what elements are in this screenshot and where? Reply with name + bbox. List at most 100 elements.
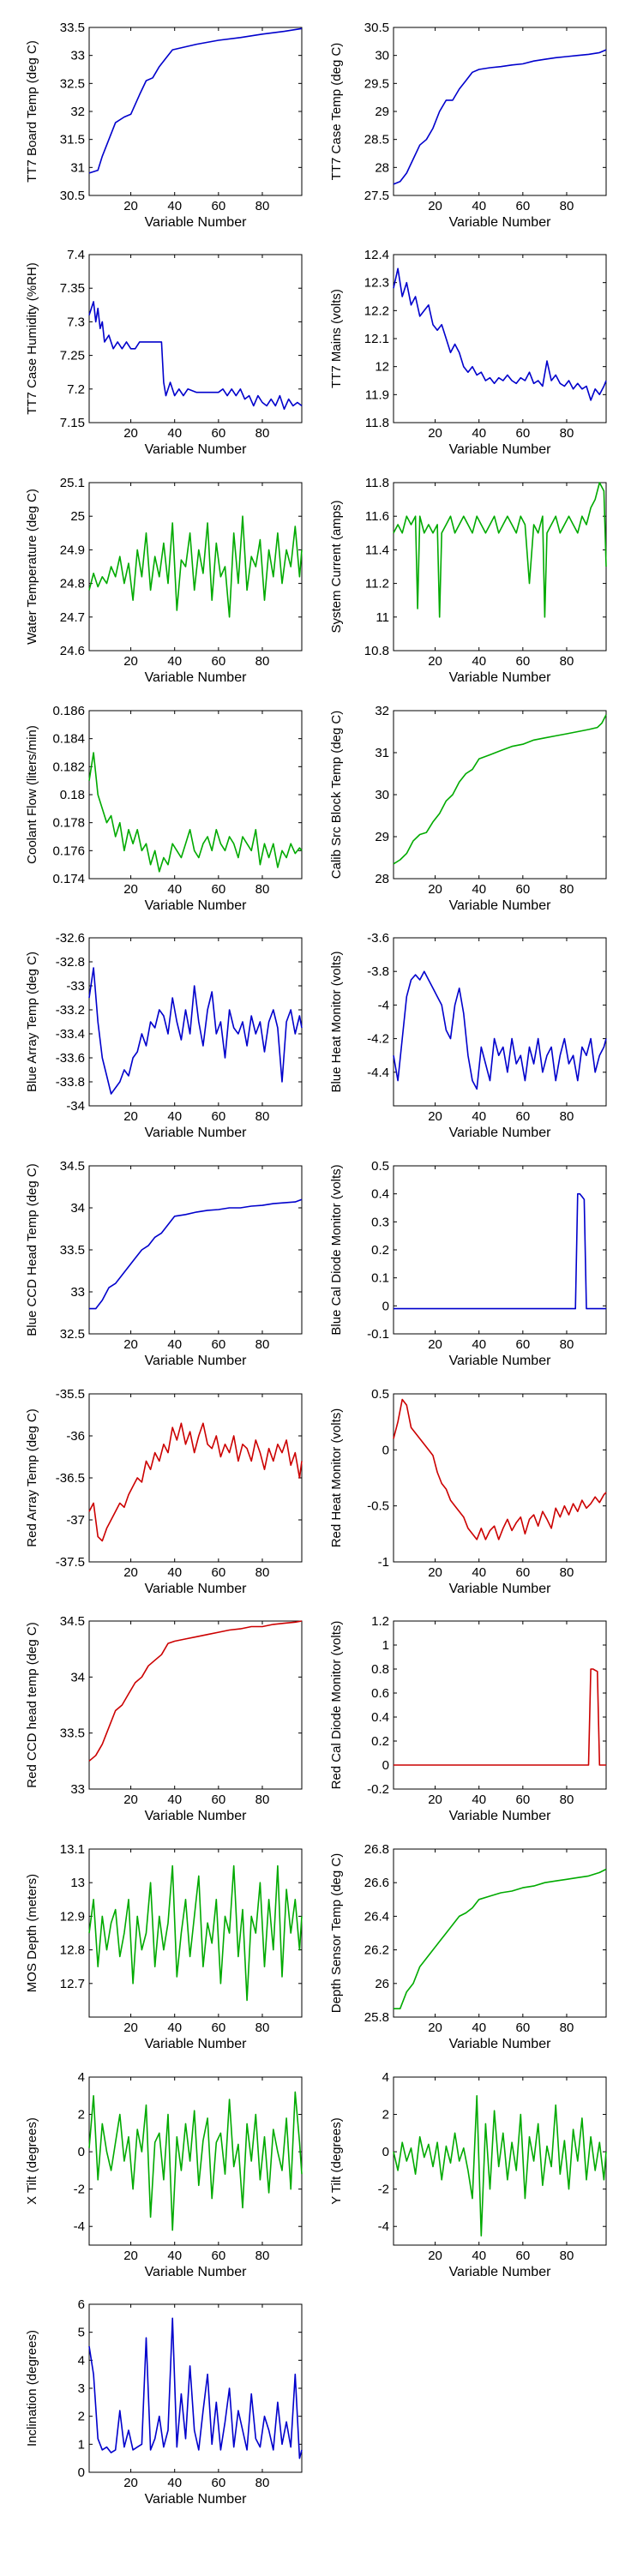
x-axis-label: Variable Number [145,1582,248,1596]
x-tick-label: 20 [428,1792,442,1807]
y-axis-label: Red CCD head temp (deg C) [25,1622,39,1787]
x-tick-label: 60 [516,2021,531,2035]
y-tick-label: 33 [70,1285,85,1300]
chart-panel-20: 20 40 60 80 -4 -2 0 2 4 Variable Number Y Tilt (de… [329,2070,607,2279]
y-tick-label: 31.5 [60,133,85,147]
y-tick-label: -33.8 [56,1075,85,1090]
y-tick-label: 30.5 [60,189,85,203]
y-tick-label: 11.8 [365,476,389,490]
y-tick-label: 25 [70,509,85,524]
x-axis-label: Variable Number [145,898,248,913]
y-tick-label: -2 [378,2183,389,2197]
series-line-1 [393,1398,607,1540]
x-axis-label: Variable Number [449,898,552,913]
x-tick-label: 20 [428,2249,442,2263]
y-tick-label: 12.8 [60,1943,85,1958]
y-tick-label: 33.5 [60,21,85,35]
chart-panel-4: 20 40 60 80 11.8 11.9 12 12.1 12.2 12.3 12.4 Variab… [329,248,607,457]
y-tick-label: 5 [78,2326,85,2340]
y-tick-label: 0.184 [52,732,85,747]
plot-area [393,27,607,196]
plot-area [88,482,303,652]
y-tick-label: 0.1 [371,1271,389,1286]
x-axis-label: Variable Number [145,442,248,457]
y-tick-label: 2 [382,2108,389,2123]
y-axis-label: System Current (amps) [329,500,344,633]
x-tick-label: 20 [123,199,138,213]
x-tick-label: 20 [428,1565,442,1580]
y-tick-label: 0.6 [371,1686,389,1701]
y-tick-label: -36.5 [56,1471,85,1486]
x-tick-label: 40 [167,1109,182,1124]
y-tick-label: 32.5 [60,76,85,91]
plot-area [88,1620,303,1790]
plot-area [393,482,607,652]
y-tick-label: 28 [375,872,389,886]
x-tick-label: 40 [472,882,486,897]
x-tick-label: 20 [123,2476,138,2490]
y-tick-label: 30 [375,788,389,802]
y-axis-label: X Tilt (degrees) [25,2117,39,2205]
x-axis-label: Variable Number [145,2492,248,2507]
y-tick-label: -33 [66,979,85,994]
x-tick-label: 60 [212,426,226,441]
x-tick-label: 60 [212,1565,226,1580]
x-tick-label: 60 [212,199,226,213]
x-tick-label: 80 [255,426,270,441]
chart-panel-18: 20 40 60 80 25.8 26 26.2 26.4 26.6 26.8 Variable N… [329,1842,607,2051]
y-tick-label: 11 [376,610,389,625]
chart-panel-19: 20 40 60 80 -4 -2 0 2 4 Variable Number X Tilt (de… [25,2070,303,2279]
x-tick-label: 80 [255,199,270,213]
y-tick-label: 28.5 [364,133,389,147]
y-tick-label: 4 [78,2353,85,2368]
y-axis-label: MOS Depth (meters) [25,1874,39,1992]
y-tick-label: 0 [78,2145,85,2159]
y-tick-label: -33.6 [56,1051,85,1066]
y-tick-label: 24.6 [60,644,85,658]
x-tick-label: 80 [560,1565,574,1580]
y-axis-label: Calib Src Block Temp (deg C) [329,711,344,879]
x-tick-label: 20 [123,426,138,441]
series-line-1 [393,482,607,618]
y-tick-label: 0.174 [52,872,85,886]
y-tick-label: 0.3 [371,1215,389,1229]
x-tick-label: 80 [560,2021,574,2035]
series-line-1 [394,1868,607,2009]
y-tick-label: 0.182 [52,760,85,774]
series-line-1 [393,714,607,865]
y-tick-label: -4.4 [367,1066,389,1080]
y-tick-label: 34 [70,1670,85,1684]
y-tick-label: 1.2 [371,1614,389,1629]
x-tick-label: 80 [255,1109,270,1124]
y-tick-label: 24.9 [60,543,85,557]
y-tick-label: 31 [375,746,389,760]
x-tick-label: 80 [255,2249,270,2263]
y-tick-label: -37 [66,1513,85,1528]
x-tick-label: 60 [516,1792,531,1807]
y-tick-label: -4 [74,2219,85,2234]
x-tick-label: 20 [428,882,442,897]
plot-area [88,1848,303,2018]
x-axis-label: Variable Number [449,1582,552,1596]
series-line-1 [393,49,607,185]
y-axis-label: Red Cal Diode Monitor (volts) [329,1621,344,1790]
x-tick-label: 20 [123,882,138,897]
y-axis-label: TT7 Mains (volts) [329,289,344,388]
x-tick-label: 60 [212,2476,226,2490]
plot-area [88,1165,303,1335]
series-line-1 [394,1192,606,1310]
chart-panel-6: 20 40 60 80 10.8 11 11.2 11.4 11.6 11.8 Variable N… [329,476,607,685]
x-axis-label: Variable Number [449,2037,552,2051]
x-tick-label: 40 [167,654,182,669]
chart-panel-14: 20 40 60 80 -1 -0.5 0 0.5 Variable Number Red Hea… [329,1387,607,1596]
y-tick-label: 12.4 [364,248,389,262]
series-line-1 [89,1198,303,1310]
y-tick-label: 7.25 [60,349,85,363]
y-tick-label: 0.5 [371,1387,389,1402]
plot-area [393,1620,607,1790]
y-tick-label: 34.5 [60,1159,85,1174]
y-tick-label: 26.2 [364,1943,389,1958]
y-axis-label: Red Heat Monitor (volts) [329,1408,344,1548]
y-axis-label: Blue Array Temp (deg C) [25,952,39,1092]
y-tick-label: 24.7 [60,610,85,625]
